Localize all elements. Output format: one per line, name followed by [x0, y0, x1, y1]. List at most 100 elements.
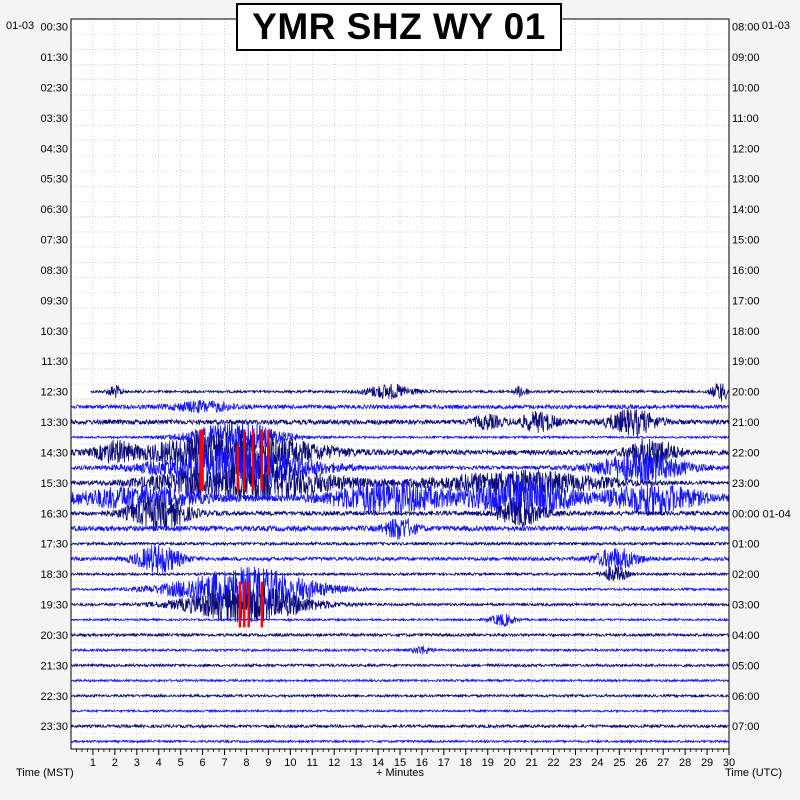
x-tick-label: 21 — [525, 757, 537, 769]
x-tick-label: 24 — [591, 757, 603, 769]
clipped-spike — [260, 429, 264, 491]
trace-row — [70, 662, 730, 669]
right-tick-label: 09:00 — [732, 52, 760, 64]
x-tick-label: 14 — [372, 757, 384, 769]
trace-row — [70, 517, 730, 540]
left-tick-label: 21:30 — [40, 660, 68, 672]
x-tick-label: 29 — [701, 757, 713, 769]
right-tick-label: 17:00 — [732, 295, 760, 307]
clipped-spike — [247, 581, 250, 628]
trace-row — [70, 445, 730, 489]
seismic-traces — [70, 383, 730, 744]
right-tick-label: 02:00 — [732, 569, 760, 581]
x-tick-label: 6 — [200, 757, 206, 769]
x-tick-label: 11 — [307, 757, 318, 769]
x-tick-label: 5 — [178, 757, 184, 769]
x-tick-label: 7 — [221, 757, 227, 769]
clipped-spike — [260, 581, 264, 628]
trace-row — [70, 631, 730, 638]
left-tick-label: 00:30 — [40, 22, 68, 34]
right-tick-label: 05:00 — [732, 660, 760, 672]
trace-row — [70, 708, 730, 714]
right-tick-label: 01:00 — [732, 539, 760, 551]
left-tick-label: 03:30 — [40, 113, 68, 125]
clipped-spikes — [199, 429, 270, 628]
x-tick-label: 22 — [547, 757, 559, 769]
clipped-spike — [199, 429, 202, 491]
left-tick-label: 13:30 — [40, 417, 68, 429]
left-tick-label: 20:30 — [40, 630, 68, 642]
clipped-spike — [267, 429, 270, 476]
x-tick-label: 25 — [613, 757, 625, 769]
x-tick-label: 30 — [723, 757, 735, 769]
right-tick-label: 22:00 — [732, 447, 760, 459]
right-tick-label: 11:00 — [732, 113, 759, 125]
left-tick-label: 10:30 — [40, 326, 68, 338]
clipped-spike — [251, 429, 255, 491]
left-tick-label: 22:30 — [40, 691, 68, 703]
trace-row — [70, 564, 730, 582]
x-tick-label: 26 — [635, 757, 647, 769]
trace-row — [70, 585, 730, 624]
trace-row — [70, 400, 730, 414]
left-axis-label: Time (MST) — [16, 767, 74, 779]
chart-title: YMR SHZ WY 01 — [236, 3, 562, 51]
left-tick-label: 05:30 — [40, 174, 68, 186]
plot-area — [71, 19, 729, 749]
x-tick-label: 17 — [438, 757, 450, 769]
x-tick-label: 16 — [416, 757, 428, 769]
right-tick-label: 19:00 — [732, 356, 760, 368]
left-tick-label: 16:30 — [40, 508, 68, 520]
x-tick-label: 27 — [657, 757, 669, 769]
trace-row — [70, 409, 730, 437]
right-tick-label: 23:00 — [732, 478, 760, 490]
right-tick-label: 06:00 — [732, 691, 760, 703]
axes: 1 2 3 4 5 6 7 8 9 10 11 12 13 14 15 16 17 18 19 20 21 22 23 24 2… — [40, 22, 790, 769]
left-date-label: 01-03 — [6, 20, 35, 32]
left-tick-label: 18:30 — [40, 569, 68, 581]
x-tick-label: 8 — [243, 757, 249, 769]
clipped-spike — [201, 429, 204, 491]
x-tick-label: 20 — [504, 757, 516, 769]
clipped-spike — [238, 581, 242, 628]
left-tick-label: 19:30 — [40, 600, 68, 612]
right-tick-label: 13:00 — [732, 174, 760, 186]
left-tick-label: 17:30 — [40, 539, 68, 551]
x-tick-label: 4 — [156, 757, 162, 769]
trace-row — [70, 474, 730, 522]
right-tick-label: 00:00 01-04 — [732, 508, 791, 520]
right-tick-label: 04:00 — [732, 630, 760, 642]
trace-row — [70, 420, 730, 454]
left-tick-label: 14:30 — [40, 447, 68, 459]
right-tick-label: 16:00 — [732, 265, 760, 277]
x-tick-label: 19 — [482, 757, 494, 769]
left-tick-label: 06:30 — [40, 204, 68, 216]
x-tick-label: 3 — [134, 757, 140, 769]
right-tick-label: 18:00 — [732, 326, 760, 338]
right-tick-label: 14:00 — [732, 204, 760, 216]
left-tick-label: 08:30 — [40, 265, 68, 277]
trace-row — [70, 464, 730, 502]
clipped-spike — [236, 444, 239, 491]
right-tick-label: 20:00 — [732, 387, 760, 399]
x-tick-label: 12 — [328, 757, 340, 769]
x-tick-label: 1 — [90, 757, 96, 769]
trace-row — [70, 645, 730, 655]
right-date-label: 01-03 — [761, 20, 790, 32]
left-tick-label: 11:30 — [41, 356, 68, 368]
trace-row — [70, 566, 730, 612]
trace-row — [70, 693, 730, 699]
x-tick-label: 10 — [284, 757, 296, 769]
x-axis-label: + Minutes — [376, 767, 424, 779]
trace-row — [70, 540, 730, 547]
right-tick-label: 08:00 — [732, 22, 760, 34]
right-tick-label: 07:00 — [732, 721, 760, 733]
left-tick-label: 01:30 — [40, 52, 68, 64]
right-tick-label: 15:00 — [732, 235, 760, 247]
trace-row — [70, 723, 730, 730]
clipped-spike — [243, 429, 246, 491]
x-tick-label: 15 — [394, 757, 406, 769]
x-tick-label: 28 — [679, 757, 691, 769]
trace-row — [70, 544, 730, 575]
